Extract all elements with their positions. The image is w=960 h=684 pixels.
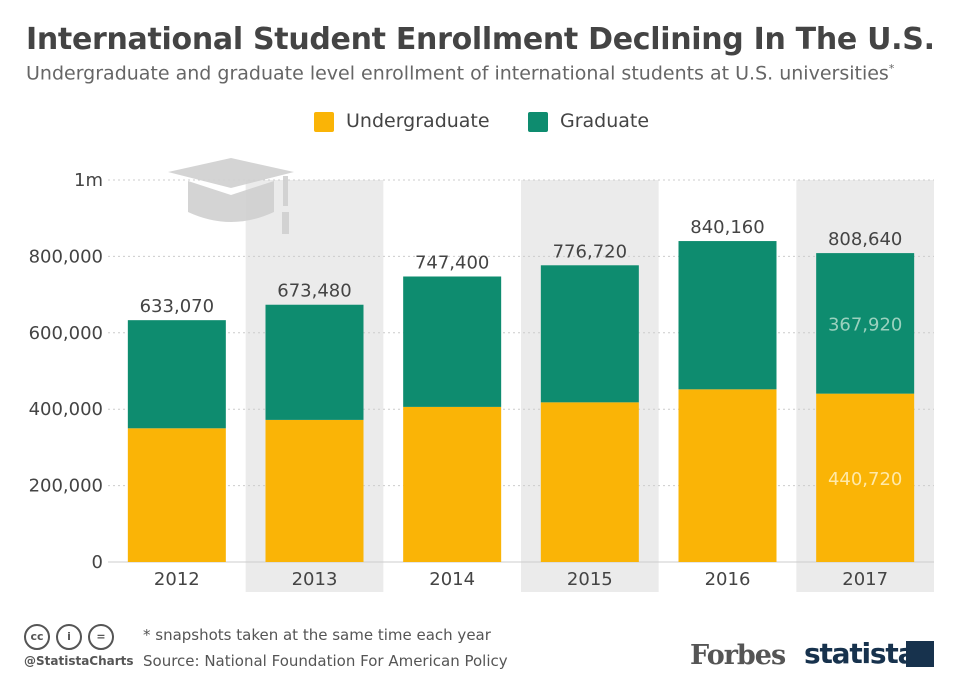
y-tick-label: 600,000	[29, 323, 103, 344]
bar-graduate-2013	[265, 304, 364, 420]
y-tick-label: 200,000	[29, 476, 103, 497]
bar-undergraduate-2012	[127, 428, 226, 562]
source-text: Source: National Foundation For American…	[143, 652, 508, 670]
subtitle-footnote-mark: *	[888, 62, 895, 75]
bar-undergraduate-2015	[540, 402, 639, 562]
x-tick-label-2016: 2016	[705, 569, 751, 590]
chart-legend: Undergraduate Graduate	[0, 110, 960, 136]
bar-graduate-2016	[678, 241, 777, 390]
data-labels: 633,070 673,480 747,400 776,720 840,160 808,6…	[140, 217, 903, 490]
statista-logo-mark	[906, 641, 934, 667]
subtitle-text: Undergraduate and graduate level enrollm…	[26, 62, 889, 85]
cc-icon: cc	[24, 624, 50, 650]
attribution-icon: i	[56, 624, 82, 650]
gridlines	[108, 179, 934, 563]
total-label-2014: 747,400	[415, 252, 489, 273]
x-tick-label-2014: 2014	[429, 569, 475, 590]
x-axis-labels: 2012 2013 2014 2015 2016 2017	[154, 569, 888, 590]
bar-undergraduate-2017	[816, 393, 915, 562]
legend-swatch-graduate	[528, 112, 548, 132]
x-tick-label-2013: 2013	[292, 569, 338, 590]
legend-label-undergraduate: Undergraduate	[346, 110, 490, 132]
graduate-value-label-2017: 367,920	[828, 314, 902, 335]
total-label-2016: 840,160	[690, 217, 764, 238]
chart-title: International Student Enrollment Declini…	[26, 22, 935, 57]
statista-logo: statista	[804, 637, 916, 670]
total-label-2013: 673,480	[277, 281, 351, 302]
chart-subtitle: Undergraduate and graduate level enrollm…	[26, 62, 894, 84]
y-tick-label: 800,000	[29, 246, 103, 267]
y-tick-label: 400,000	[29, 399, 103, 420]
no-derivatives-icon: =	[88, 624, 114, 650]
total-label-2017: 808,640	[828, 229, 902, 250]
y-tick-label: 0	[92, 552, 103, 573]
bar-undergraduate-2013	[265, 419, 364, 562]
bars	[127, 241, 915, 562]
legend-label-graduate: Graduate	[560, 110, 650, 132]
legend-swatch-undergraduate	[314, 112, 334, 132]
graduation-cap-icon	[168, 158, 294, 234]
footnote: * snapshots taken at the same time each …	[143, 626, 491, 644]
bar-graduate-2014	[403, 276, 502, 407]
x-tick-label-2015: 2015	[567, 569, 613, 590]
bar-undergraduate-2014	[403, 406, 502, 562]
y-tick-label: 1m	[74, 170, 103, 191]
total-label-2015: 776,720	[553, 241, 627, 262]
bar-graduate-2012	[127, 320, 226, 429]
statista-handle: @StatistaCharts	[24, 654, 134, 668]
total-label-2012: 633,070	[140, 296, 214, 317]
bar-undergraduate-2016	[678, 389, 777, 562]
bar-graduate-2017	[816, 253, 915, 394]
undergraduate-value-label-2017: 440,720	[828, 469, 902, 490]
y-axis-ticks: 0 200,000 400,000 600,000 800,000 1m	[29, 170, 103, 573]
bar-graduate-2015	[540, 265, 639, 403]
x-tick-label-2017: 2017	[842, 569, 888, 590]
x-tick-label-2012: 2012	[154, 569, 200, 590]
forbes-logo: Forbes	[690, 640, 786, 671]
